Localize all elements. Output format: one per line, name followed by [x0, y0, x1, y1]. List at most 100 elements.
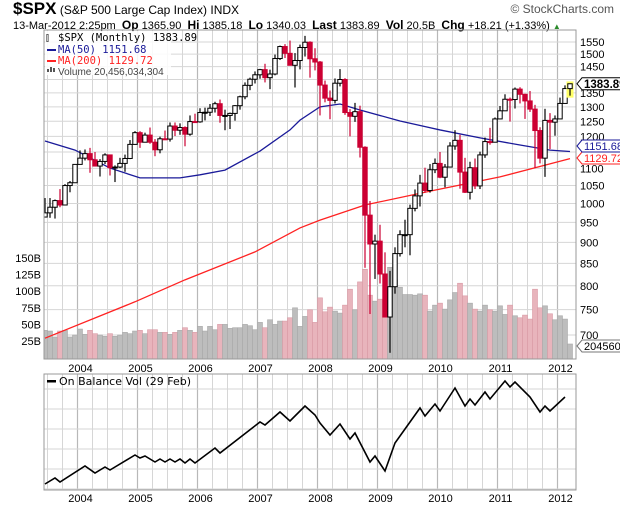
candle — [527, 91, 533, 112]
candle — [297, 44, 303, 70]
candles — [44, 35, 574, 353]
legend-ma200: MA(200) 1129.72 — [58, 55, 153, 67]
candle — [492, 117, 498, 143]
volume-bar — [222, 324, 228, 359]
price-tick-label: 900 — [580, 237, 598, 249]
candle-body — [302, 41, 308, 48]
candle-body — [47, 206, 53, 214]
volume-bar — [342, 304, 348, 359]
candle — [137, 131, 143, 148]
year-tick-label: 2008 — [308, 363, 332, 375]
candle-body — [447, 145, 453, 168]
volume-bar — [472, 308, 478, 359]
volume-bar — [337, 312, 343, 359]
candle-body — [412, 195, 418, 209]
candle-body — [422, 182, 428, 191]
candle — [392, 247, 398, 294]
candle-body — [157, 138, 163, 151]
volume-bar — [307, 309, 313, 359]
volume-bar — [252, 329, 258, 359]
candle-body — [262, 69, 268, 79]
candle-body — [327, 97, 333, 101]
volume-bar — [422, 294, 428, 359]
volume-bar — [482, 304, 488, 359]
candle — [542, 108, 548, 177]
volume-bar — [172, 332, 178, 359]
chart-title: $SPX (S&P 500 Large Cap Index) INDX — [13, 0, 239, 18]
volume-bar — [312, 322, 318, 359]
candle-body — [542, 119, 548, 159]
candle-body — [227, 112, 233, 116]
candle — [362, 146, 368, 268]
volume-bar — [182, 327, 188, 359]
candle — [227, 112, 233, 130]
volume-bar — [247, 325, 253, 359]
candle — [82, 149, 88, 161]
candle-body — [222, 114, 228, 117]
candle — [237, 95, 243, 110]
volume-bar — [262, 327, 268, 359]
last-price-tag-text: 1383.89 — [584, 79, 620, 91]
open-value: 1365.90 — [141, 20, 182, 32]
candle — [122, 154, 128, 172]
candle-body — [44, 212, 48, 218]
volume-bar — [487, 309, 493, 359]
volume-tick-label: 50B — [21, 319, 41, 331]
price-tick-label: 1450 — [580, 62, 604, 74]
candle-body — [272, 58, 278, 75]
price-tick-label: 1500 — [580, 49, 604, 61]
candle — [332, 78, 338, 104]
volume-bar — [522, 314, 528, 359]
volume-bar — [267, 319, 273, 359]
candle-body — [527, 100, 533, 110]
volume-bar — [242, 324, 248, 359]
candle-body — [307, 41, 313, 60]
candle-body — [197, 112, 203, 123]
candle — [497, 105, 503, 120]
candle-body — [477, 154, 483, 187]
candlestick-icon: ⫿ — [46, 33, 49, 43]
volume-bar — [357, 281, 363, 359]
candle — [517, 87, 523, 104]
candle — [262, 63, 268, 83]
candle-body — [557, 102, 563, 120]
ma200-tag-text: 1129.72 — [584, 153, 620, 165]
volume-icon — [50, 67, 52, 72]
candle-body — [427, 169, 433, 191]
volume-bar — [567, 343, 573, 359]
volume-bar — [562, 318, 568, 359]
candle — [447, 142, 453, 168]
low-label: Lo — [248, 18, 264, 32]
candle — [62, 184, 68, 206]
price-tag-box — [576, 139, 620, 153]
volume-tick-label: 75B — [21, 303, 41, 315]
candle-body — [432, 162, 438, 171]
volume-bar — [512, 315, 518, 359]
volume-bar — [432, 304, 438, 359]
year-tick-label: 2010 — [428, 493, 452, 505]
candle — [102, 153, 108, 165]
volume-bar — [62, 330, 68, 359]
volume-tag-text: 2045603 — [584, 341, 620, 353]
price-tick-label: 1000 — [580, 199, 604, 211]
candle-body — [137, 132, 143, 143]
candle — [112, 165, 118, 183]
price-tick-label: 1100 — [580, 163, 604, 175]
obv-line — [44, 379, 566, 485]
candle-body — [232, 105, 238, 114]
candle-body — [202, 111, 208, 114]
candle-body — [352, 111, 358, 117]
candle-body — [82, 153, 88, 159]
open-label: Op — [121, 18, 139, 32]
volume-bar — [287, 317, 293, 359]
candle-body — [162, 138, 168, 141]
candle-body — [152, 141, 158, 151]
year-tick-label: 2005 — [128, 363, 152, 375]
volume-bar — [527, 318, 533, 359]
candle — [432, 158, 438, 174]
index-name: (S&P 500 Large Cap Index) — [59, 3, 208, 17]
candle-body — [127, 143, 133, 159]
candle — [302, 35, 308, 57]
price-panel-frame — [43, 29, 577, 360]
